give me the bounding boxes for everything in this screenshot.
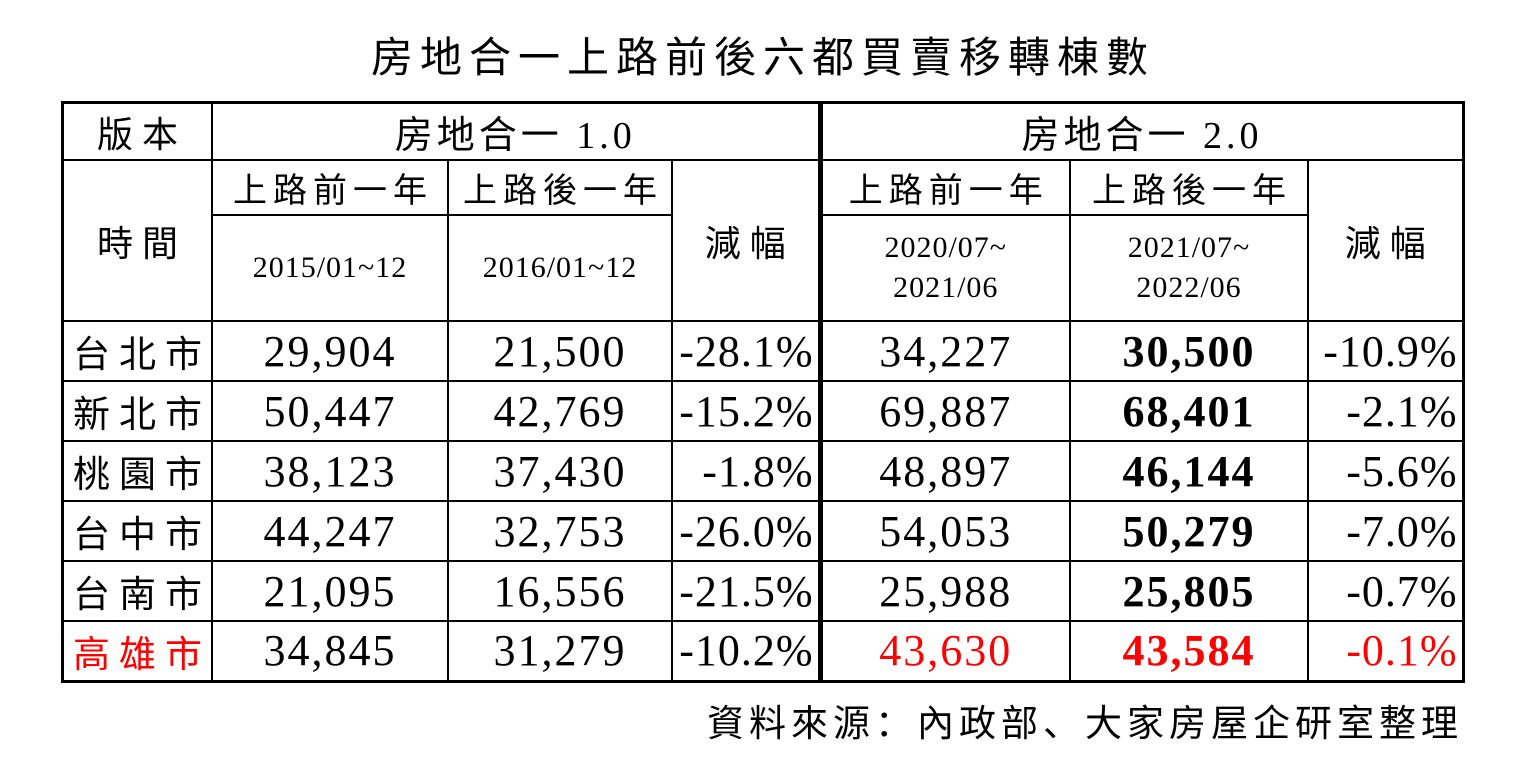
- page: 房地合一上路前後六都買賣移轉棟數 版本 房地合一 1.0 房地合一 2.0 時間…: [0, 24, 1536, 778]
- v1-after-cell: 37,430: [447, 440, 673, 502]
- period-line-2: 2022/06: [1136, 271, 1242, 304]
- v1-after-cell: 42,769: [447, 380, 673, 442]
- v2-before-year-label: 上路前一年: [819, 159, 1071, 216]
- city-cell: 台北市: [61, 320, 213, 382]
- city-cell: 桃園市: [61, 440, 213, 502]
- version-header: 版本: [61, 101, 213, 161]
- city-cell: 台中市: [61, 500, 213, 562]
- v2-before-cell: 48,897: [819, 440, 1071, 502]
- v1-before-cell: 34,845: [211, 620, 449, 682]
- v1-before-cell: 50,447: [211, 380, 449, 442]
- v1-change-cell: -28.1%: [671, 320, 823, 382]
- v1-after-cell: 31,279: [447, 620, 673, 682]
- v2-before-cell: 54,053: [819, 500, 1071, 562]
- v1-after-cell: 21,500: [447, 320, 673, 382]
- v1-after-period: 2016/01~12: [447, 214, 673, 322]
- v2-after-cell: 30,500: [1069, 320, 1309, 382]
- v2-change-cell: -7.0%: [1307, 500, 1464, 562]
- v2-before-cell: 43,630: [819, 620, 1071, 682]
- v1-after-cell: 32,753: [447, 500, 673, 562]
- period-line-2: 2021/06: [893, 271, 999, 304]
- v1-before-cell: 21,095: [211, 560, 449, 622]
- v2-before-cell: 69,887: [819, 380, 1071, 442]
- city-cell: 高雄市: [61, 620, 213, 682]
- v2-after-cell: 43,584: [1069, 620, 1309, 682]
- v1-change-cell: -10.2%: [671, 620, 823, 682]
- v2-before-cell: 34,227: [819, 320, 1071, 382]
- v1-before-cell: 44,247: [211, 500, 449, 562]
- v2-before-period: 2020/07~ 2021/06: [819, 214, 1071, 322]
- table-row-taipei: 台北市 29,904 21,500 -28.1% 34,227 30,500 -…: [61, 320, 1464, 382]
- header-row-periods: 2015/01~12 2016/01~12 2020/07~ 2021/06 2…: [63, 214, 1464, 322]
- v1-before-year-label: 上路前一年: [211, 159, 449, 216]
- v1-after-cell: 16,556: [447, 560, 673, 622]
- v1-change-cell: -1.8%: [671, 440, 823, 502]
- page-title: 房地合一上路前後六都買賣移轉棟數: [370, 36, 1155, 82]
- v2-change-cell: -0.7%: [1307, 560, 1464, 622]
- period-line-1: 2021/07~: [1127, 230, 1251, 264]
- v2-after-cell: 46,144: [1069, 440, 1309, 502]
- v2-after-cell: 68,401: [1069, 380, 1309, 442]
- city-cell: 新北市: [61, 380, 213, 442]
- v2-before-cell: 25,988: [819, 560, 1071, 622]
- v2-after-cell: 25,805: [1069, 560, 1309, 622]
- v2-change-cell: -2.1%: [1307, 380, 1464, 442]
- source-note: 資料來源：內政部、大家房屋企研室整理: [707, 703, 1463, 745]
- v2-decrease-header: 減幅: [1307, 159, 1464, 322]
- v1-decrease-header: 減幅: [671, 159, 823, 322]
- period-line-1: 2020/07~: [884, 230, 1008, 264]
- v1-change-cell: -21.5%: [671, 560, 823, 622]
- v1-change-cell: -15.2%: [671, 380, 823, 442]
- v2-after-year-label: 上路後一年: [1069, 159, 1309, 216]
- table-row-kaohsiung: 高雄市 34,845 31,279 -10.2% 43,630 43,584 -…: [61, 620, 1464, 682]
- time-header: 時間: [61, 159, 213, 322]
- section-v1-header: 房地合一 1.0: [211, 101, 823, 161]
- table-row-newtaipei: 新北市 50,447 42,769 -15.2% 69,887 68,401 -…: [61, 380, 1464, 442]
- v1-before-cell: 38,123: [211, 440, 449, 502]
- data-table: 版本 房地合一 1.0 房地合一 2.0 時間 上路前一年 上路後一年 減幅 上…: [61, 101, 1465, 683]
- v1-before-period: 2015/01~12: [211, 214, 449, 322]
- v1-after-year-label: 上路後一年: [447, 159, 673, 216]
- v1-before-cell: 29,904: [211, 320, 449, 382]
- section-v2-header: 房地合一 2.0: [819, 101, 1464, 161]
- header-row-version: 版本 房地合一 1.0 房地合一 2.0: [61, 101, 1464, 161]
- header-row-period-labels: 時間 上路前一年 上路後一年 減幅 上路前一年 上路後一年 減幅: [61, 159, 1464, 322]
- v2-change-cell: -0.1%: [1307, 620, 1464, 682]
- city-cell: 台南市: [61, 560, 213, 622]
- v2-change-cell: -10.9%: [1307, 320, 1464, 382]
- v2-after-period: 2021/07~ 2022/06: [1069, 214, 1309, 322]
- table-row-taichung: 台中市 44,247 32,753 -26.0% 54,053 50,279 -…: [61, 500, 1464, 562]
- table-row-taoyuan: 桃園市 38,123 37,430 -1.8% 48,897 46,144 -5…: [61, 440, 1464, 502]
- v2-after-cell: 50,279: [1069, 500, 1309, 562]
- v1-change-cell: -26.0%: [671, 500, 823, 562]
- table-row-tainan: 台南市 21,095 16,556 -21.5% 25,988 25,805 -…: [61, 560, 1464, 622]
- v2-change-cell: -5.6%: [1307, 440, 1464, 502]
